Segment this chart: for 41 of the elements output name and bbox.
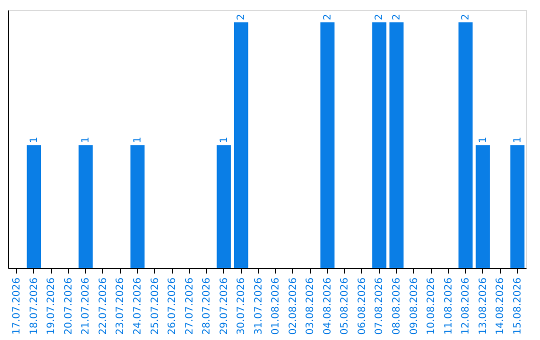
x-tick-label: 31.07.2026 bbox=[253, 278, 264, 335]
x-tick-label: 05.08.2026 bbox=[340, 278, 351, 335]
x-tick-label: 02.08.2026 bbox=[288, 278, 299, 335]
data-label: 2 bbox=[460, 14, 472, 20]
x-tick-label: 15.08.2026 bbox=[512, 278, 524, 335]
data-label: 2 bbox=[322, 14, 334, 20]
x-tick-label: 12.08.2026 bbox=[460, 278, 472, 335]
x-tick-label: 03.08.2026 bbox=[305, 278, 316, 335]
x-tick-label: 14.08.2026 bbox=[495, 278, 506, 335]
x-tick-label: 01.08.2026 bbox=[270, 278, 282, 335]
x-tick-label: 18.07.2026 bbox=[28, 278, 40, 335]
data-label: 1 bbox=[80, 136, 92, 144]
x-tick-label: 06.08.2026 bbox=[356, 278, 368, 335]
x-tick-label: 25.07.2026 bbox=[150, 278, 161, 335]
x-tick-label: 10.08.2026 bbox=[426, 278, 438, 335]
x-tick-label: 28.07.2026 bbox=[202, 278, 213, 335]
x-tick-label: 13.08.2026 bbox=[478, 278, 489, 335]
x-tick-label: 19.07.2026 bbox=[46, 278, 58, 335]
x-tick-label: 11.08.2026 bbox=[443, 278, 454, 335]
x-tick-label: 17.07.2026 bbox=[12, 278, 23, 335]
x-tick-label: 04.08.2026 bbox=[322, 278, 334, 335]
x-tick-label: 24.07.2026 bbox=[132, 278, 144, 335]
x-tick-label: 23.07.2026 bbox=[115, 278, 126, 335]
x-tick-label: 27.07.2026 bbox=[184, 278, 196, 335]
x-tick-label: 26.07.2026 bbox=[167, 278, 178, 335]
data-label: 2 bbox=[236, 14, 248, 20]
data-label: 1 bbox=[478, 136, 489, 144]
data-label: 1 bbox=[132, 136, 144, 144]
data-label: 2 bbox=[374, 14, 386, 20]
x-tick-label: 21.07.2026 bbox=[80, 278, 92, 335]
x-tick-label: 09.08.2026 bbox=[408, 278, 420, 335]
x-tick-label: 30.07.2026 bbox=[236, 278, 248, 335]
x-tick-label: 08.08.2026 bbox=[392, 278, 402, 335]
data-label: 1 bbox=[512, 136, 524, 144]
x-tick-label: 22.07.2026 bbox=[98, 278, 109, 335]
x-tick-label: 20.07.2026 bbox=[63, 278, 74, 335]
data-label: 1 bbox=[28, 136, 40, 144]
x-tick-label: 07.08.2026 bbox=[374, 278, 386, 335]
data-label: 1 bbox=[218, 136, 230, 144]
data-label: 2 bbox=[392, 14, 402, 20]
x-tick-label: 29.07.2026 bbox=[218, 278, 230, 335]
